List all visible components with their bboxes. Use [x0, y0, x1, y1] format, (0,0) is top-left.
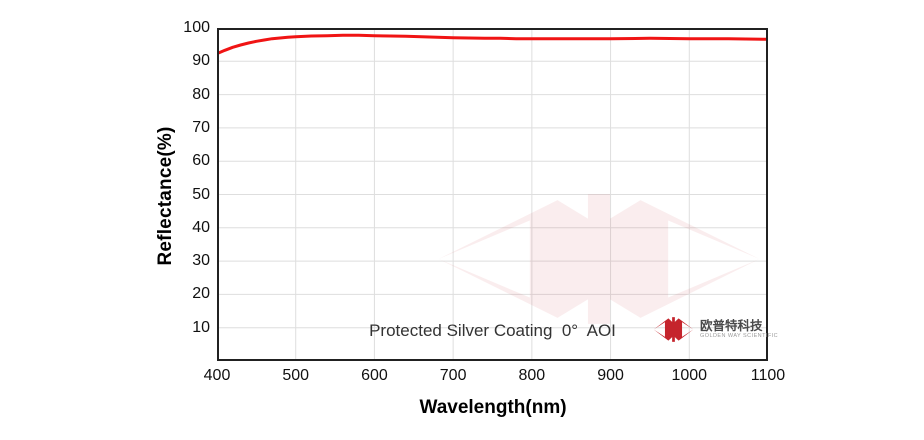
y-tick-label: 40: [192, 218, 210, 236]
x-axis-title: Wavelength(nm): [419, 397, 567, 418]
x-tick-label: 800: [518, 367, 546, 384]
y-tick-label: 50: [192, 185, 210, 203]
y-tick-label: 60: [192, 152, 210, 170]
x-tick-label: 500: [282, 367, 310, 384]
y-tick-label: 20: [192, 285, 210, 303]
y-tick-label: 30: [192, 252, 210, 270]
y-tick-label: 100: [183, 19, 210, 36]
reflectance-curve-chart: [217, 28, 768, 361]
reflectance-curve: [217, 33, 768, 56]
y-tick-label: 10: [192, 318, 210, 336]
x-tick-label: 400: [203, 367, 231, 384]
x-tick-label: 600: [361, 367, 388, 384]
company-logo: 欧普特科技 GOLDEN WAY SCIENTIFIC: [653, 316, 778, 343]
y-tick-label: 80: [192, 85, 210, 103]
x-tick-label: 900: [597, 367, 624, 384]
y-tick-label: 70: [192, 118, 210, 136]
company-name-english: GOLDEN WAY SCIENTIFIC: [700, 333, 779, 339]
plot-area: Protected Silver Coating 0° AOI 欧普特科技 GO…: [217, 28, 778, 361]
company-logo-emblem-icon: [653, 317, 694, 342]
x-tick-label: 700: [439, 367, 467, 384]
coating-annotation: Protected Silver Coating 0° AOI: [369, 321, 616, 340]
company-name-chinese: 欧普特科技: [700, 319, 763, 333]
y-tick-label: 90: [192, 52, 210, 70]
watermark-logo-icon: [438, 194, 760, 324]
x-tick-label: 1000: [671, 367, 708, 384]
gridlines: [217, 28, 768, 361]
plot-frame: [217, 28, 768, 361]
x-tick-label: 1100: [750, 367, 786, 384]
